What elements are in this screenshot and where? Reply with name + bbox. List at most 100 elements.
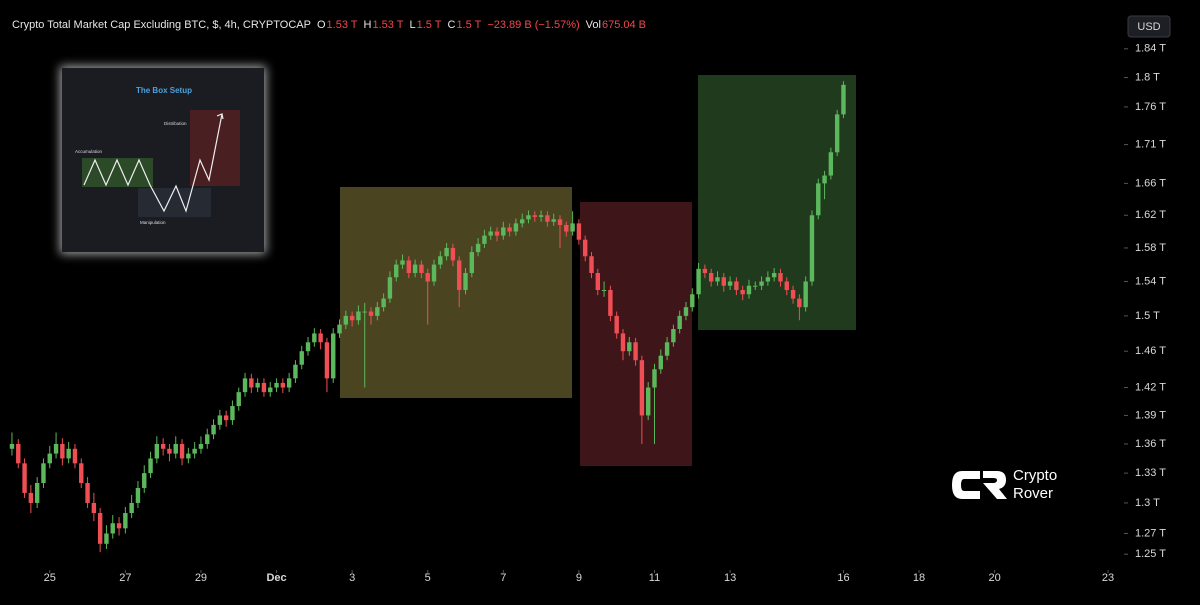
candle-body (671, 329, 676, 343)
x-tick-label: 23 (1102, 572, 1114, 584)
candle-body (532, 215, 538, 217)
y-tick-label: 1.36 T (1135, 438, 1166, 450)
y-tick-label: 1.58 T (1135, 242, 1166, 254)
candle-body (645, 387, 651, 416)
candle-body (545, 215, 550, 222)
candle-body (381, 298, 386, 308)
candle-body (280, 382, 286, 388)
x-tick-label: 18 (913, 572, 925, 584)
candle-body (343, 315, 349, 325)
y-tick-label: 1.3 T (1135, 497, 1160, 509)
candle-body (236, 392, 241, 407)
x-tick-label: 3 (349, 572, 355, 584)
legend-key: O (317, 19, 326, 31)
candle-body (425, 273, 430, 282)
candle-body (268, 387, 273, 393)
chart-title: Crypto Total Market Cap Excluding BTC, $… (12, 19, 311, 31)
candle-body (387, 277, 393, 299)
candle-body (356, 311, 361, 321)
candle-body (834, 114, 840, 153)
candle-body (324, 342, 330, 379)
candle-body (331, 333, 336, 379)
candle-body (368, 311, 374, 316)
candle-body (349, 315, 355, 321)
legend-key: C (447, 19, 455, 31)
candle-body (570, 223, 575, 232)
candle-body (230, 406, 235, 421)
candle-body (797, 298, 802, 308)
candle-body (759, 281, 764, 286)
y-tick-label: 1.27 T (1135, 527, 1166, 539)
candle-body (778, 273, 783, 282)
candle-body (255, 382, 260, 388)
candle-body (135, 487, 141, 503)
x-tick-label: 9 (576, 572, 582, 584)
candle-body (412, 264, 418, 274)
candle-body (595, 273, 600, 290)
candle-body (633, 342, 638, 361)
x-tick-label: 25 (44, 572, 56, 584)
candle-body (406, 260, 412, 274)
candle-body (261, 382, 267, 393)
candle-body (217, 415, 223, 425)
candle-body (148, 458, 153, 474)
candle-body (173, 443, 178, 454)
candle-body (28, 492, 34, 503)
y-tick-label: 1.25 T (1135, 548, 1166, 560)
logo-c (952, 471, 980, 499)
candle-body (22, 463, 27, 493)
candle-body (564, 224, 569, 232)
candle-body (60, 443, 65, 459)
candle-body (507, 227, 512, 232)
candle-body (375, 307, 380, 316)
candle-body (677, 315, 682, 330)
candle-body (652, 369, 657, 388)
candle-body (475, 243, 481, 253)
candle-body (66, 448, 71, 459)
candle-body (192, 448, 197, 454)
candle-body (702, 268, 708, 274)
candle-body (179, 443, 185, 459)
candle-body (803, 281, 808, 308)
y-tick-label: 1.5 T (1135, 310, 1160, 322)
candle-body (664, 342, 670, 356)
logo-r (983, 471, 1007, 499)
candle-body (444, 247, 449, 257)
y-tick-label: 1.46 T (1135, 345, 1166, 357)
candle-body (482, 235, 487, 244)
candle-body (79, 463, 84, 483)
watermark-text: Crypto (1013, 467, 1057, 484)
candle-body (520, 219, 525, 224)
candle-body (337, 324, 342, 334)
candle-body (589, 256, 594, 274)
candle-body (816, 183, 821, 216)
legend-change: −23.89 B (−1.57%) (487, 19, 579, 31)
candle-body (601, 289, 607, 291)
candle-body (438, 256, 443, 265)
candle-body (790, 289, 796, 299)
candle-body (167, 448, 172, 454)
candle-body (312, 333, 317, 343)
candle-body (419, 264, 424, 274)
candle-body (526, 215, 531, 220)
candle-body (242, 378, 248, 393)
candle-body (286, 378, 292, 388)
candle-body (658, 355, 663, 370)
candle-body (639, 360, 645, 416)
candle-body (708, 273, 714, 282)
candle-body (16, 443, 21, 464)
currency-label[interactable]: USD (1137, 21, 1160, 33)
x-tick-label: 29 (195, 572, 207, 584)
candle-body (582, 239, 588, 257)
candle-body (771, 273, 777, 278)
inset-title: The Box Setup (136, 86, 192, 95)
candle-body (463, 273, 468, 290)
candle-body (293, 364, 298, 379)
x-tick-label: 7 (500, 572, 506, 584)
candle-body (9, 443, 15, 449)
candle-body (501, 227, 506, 236)
candle-body (746, 285, 752, 295)
candle-body (186, 453, 191, 459)
candle-body (41, 463, 46, 483)
currency-button[interactable] (1127, 15, 1171, 38)
